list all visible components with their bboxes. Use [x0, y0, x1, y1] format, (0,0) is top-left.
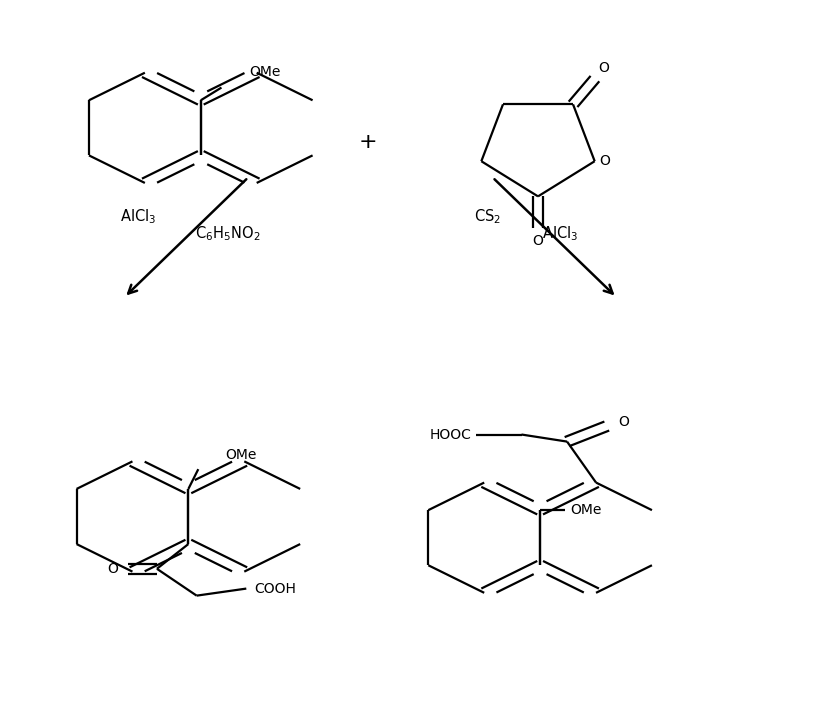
Text: OMe: OMe [226, 448, 257, 462]
Text: O: O [619, 415, 630, 429]
Text: O: O [599, 61, 609, 75]
Text: OMe: OMe [570, 503, 601, 517]
Text: CS$_2$: CS$_2$ [474, 207, 501, 225]
Text: O: O [107, 562, 118, 576]
Text: OMe: OMe [249, 65, 280, 79]
Text: O: O [599, 154, 609, 168]
Text: O: O [533, 234, 543, 248]
Text: COOH: COOH [255, 581, 297, 596]
Text: C$_6$H$_5$NO$_2$: C$_6$H$_5$NO$_2$ [195, 225, 260, 243]
Text: HOOC: HOOC [430, 428, 472, 442]
Text: AlCl$_3$: AlCl$_3$ [120, 207, 155, 225]
Text: +: + [359, 132, 378, 152]
Text: AlCl$_3$: AlCl$_3$ [543, 225, 579, 243]
